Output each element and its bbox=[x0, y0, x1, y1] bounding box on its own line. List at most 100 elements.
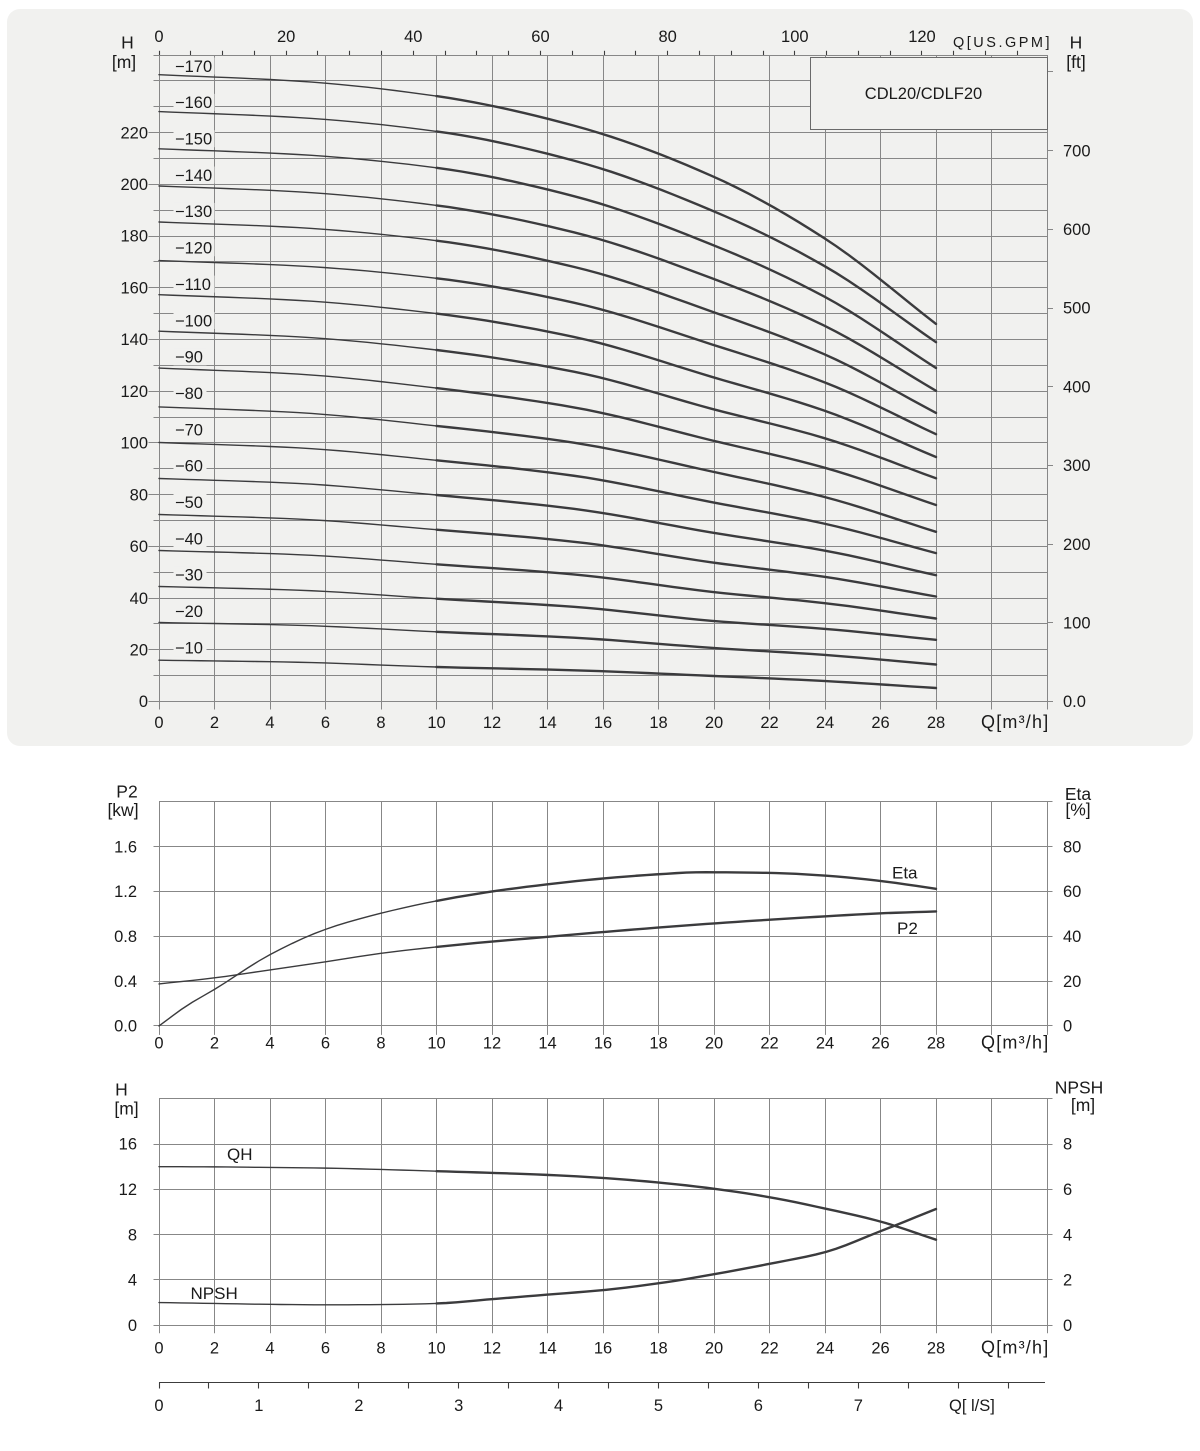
svg-text:−130: −130 bbox=[175, 203, 212, 221]
svg-text:−140: −140 bbox=[175, 167, 212, 185]
svg-text:[m]: [m] bbox=[1071, 1095, 1095, 1115]
svg-text:0.0: 0.0 bbox=[114, 1018, 137, 1036]
svg-text:10: 10 bbox=[427, 714, 445, 732]
svg-text:−10: −10 bbox=[175, 639, 203, 657]
svg-text:20: 20 bbox=[705, 1340, 723, 1358]
svg-text:NPSH: NPSH bbox=[1055, 1078, 1104, 1098]
svg-text:8: 8 bbox=[128, 1226, 137, 1244]
svg-text:600: 600 bbox=[1063, 221, 1091, 239]
svg-text:H: H bbox=[1070, 33, 1083, 53]
svg-text:−20: −20 bbox=[175, 603, 203, 621]
svg-text:5: 5 bbox=[654, 1397, 663, 1415]
svg-text:16: 16 bbox=[594, 1035, 612, 1053]
svg-text:24: 24 bbox=[816, 1340, 834, 1358]
svg-text:12: 12 bbox=[119, 1181, 137, 1199]
svg-text:3: 3 bbox=[454, 1397, 463, 1415]
svg-text:4: 4 bbox=[1063, 1226, 1072, 1244]
svg-text:16: 16 bbox=[594, 714, 612, 732]
svg-text:14: 14 bbox=[538, 714, 556, 732]
svg-text:20: 20 bbox=[705, 1035, 723, 1053]
svg-text:H: H bbox=[121, 33, 134, 53]
svg-text:6: 6 bbox=[321, 1340, 330, 1358]
svg-text:−110: −110 bbox=[175, 276, 211, 294]
svg-text:8: 8 bbox=[376, 1035, 385, 1053]
svg-text:220: 220 bbox=[120, 124, 148, 142]
svg-text:0: 0 bbox=[154, 28, 163, 46]
svg-text:300: 300 bbox=[1063, 457, 1091, 475]
svg-text:2: 2 bbox=[210, 714, 219, 732]
svg-text:P2: P2 bbox=[116, 782, 137, 802]
svg-text:Q[ l/S]: Q[ l/S] bbox=[949, 1397, 995, 1415]
svg-text:0.8: 0.8 bbox=[114, 928, 137, 946]
svg-text:200: 200 bbox=[1063, 536, 1091, 554]
svg-text:14: 14 bbox=[538, 1035, 556, 1053]
svg-text:1.2: 1.2 bbox=[114, 883, 137, 901]
svg-text:10: 10 bbox=[427, 1035, 445, 1053]
svg-text:24: 24 bbox=[816, 714, 834, 732]
svg-text:60: 60 bbox=[130, 538, 148, 556]
svg-text:Eta: Eta bbox=[892, 864, 918, 883]
svg-text:−160: −160 bbox=[175, 94, 212, 112]
svg-text:−170: −170 bbox=[175, 58, 212, 76]
svg-text:6: 6 bbox=[321, 714, 330, 732]
svg-text:14: 14 bbox=[538, 1340, 556, 1358]
svg-text:4: 4 bbox=[554, 1397, 563, 1415]
svg-text:1.6: 1.6 bbox=[114, 838, 137, 856]
svg-text:−70: −70 bbox=[175, 421, 203, 439]
svg-text:Q[m³/h]: Q[m³/h] bbox=[981, 1338, 1049, 1358]
svg-text:80: 80 bbox=[1063, 838, 1081, 856]
svg-text:8: 8 bbox=[376, 714, 385, 732]
svg-text:6: 6 bbox=[321, 1035, 330, 1053]
svg-text:−60: −60 bbox=[175, 458, 203, 476]
svg-text:120: 120 bbox=[120, 383, 148, 401]
svg-text:22: 22 bbox=[760, 714, 778, 732]
svg-text:12: 12 bbox=[483, 1340, 501, 1358]
svg-text:26: 26 bbox=[871, 714, 889, 732]
svg-text:12: 12 bbox=[483, 714, 501, 732]
svg-text:Q[m³/h]: Q[m³/h] bbox=[981, 1033, 1049, 1053]
svg-text:−80: −80 bbox=[175, 385, 203, 403]
svg-text:8: 8 bbox=[1063, 1136, 1072, 1154]
svg-text:18: 18 bbox=[649, 1035, 667, 1053]
svg-text:0: 0 bbox=[154, 1340, 163, 1358]
svg-text:4: 4 bbox=[128, 1272, 137, 1290]
svg-text:QH: QH bbox=[227, 1145, 253, 1164]
svg-text:180: 180 bbox=[120, 228, 148, 246]
svg-text:[m]: [m] bbox=[114, 1099, 138, 1119]
svg-text:0: 0 bbox=[128, 1317, 137, 1335]
svg-text:100: 100 bbox=[781, 28, 809, 46]
svg-text:160: 160 bbox=[120, 279, 148, 297]
svg-text:22: 22 bbox=[760, 1035, 778, 1053]
svg-text:2: 2 bbox=[210, 1340, 219, 1358]
svg-text:28: 28 bbox=[927, 1035, 945, 1053]
svg-text:−50: −50 bbox=[175, 494, 203, 512]
svg-text:2: 2 bbox=[354, 1397, 363, 1415]
svg-text:7: 7 bbox=[854, 1397, 863, 1415]
svg-text:0: 0 bbox=[154, 1035, 163, 1053]
svg-text:0.4: 0.4 bbox=[114, 973, 137, 991]
svg-text:100: 100 bbox=[120, 435, 148, 453]
svg-text:2: 2 bbox=[1063, 1272, 1072, 1290]
svg-text:16: 16 bbox=[119, 1136, 137, 1154]
svg-text:−30: −30 bbox=[175, 567, 203, 585]
svg-text:20: 20 bbox=[705, 714, 723, 732]
svg-text:40: 40 bbox=[404, 28, 422, 46]
svg-text:40: 40 bbox=[130, 590, 148, 608]
svg-text:12: 12 bbox=[483, 1035, 501, 1053]
svg-text:26: 26 bbox=[871, 1035, 889, 1053]
svg-text:P2: P2 bbox=[897, 919, 918, 938]
svg-text:CDL20/CDLF20: CDL20/CDLF20 bbox=[865, 85, 982, 103]
svg-text:−40: −40 bbox=[175, 530, 203, 548]
svg-text:NPSH: NPSH bbox=[191, 1284, 238, 1303]
svg-text:10: 10 bbox=[427, 1340, 445, 1358]
svg-text:6: 6 bbox=[1063, 1181, 1072, 1199]
svg-text:20: 20 bbox=[277, 28, 295, 46]
svg-text:400: 400 bbox=[1063, 378, 1091, 396]
svg-text:[%]: [%] bbox=[1065, 800, 1090, 820]
svg-text:4: 4 bbox=[265, 1340, 274, 1358]
svg-text:28: 28 bbox=[927, 714, 945, 732]
svg-text:0: 0 bbox=[154, 1397, 163, 1415]
svg-text:[m]: [m] bbox=[112, 52, 136, 72]
svg-text:16: 16 bbox=[594, 1340, 612, 1358]
svg-text:Eta: Eta bbox=[1065, 784, 1092, 804]
